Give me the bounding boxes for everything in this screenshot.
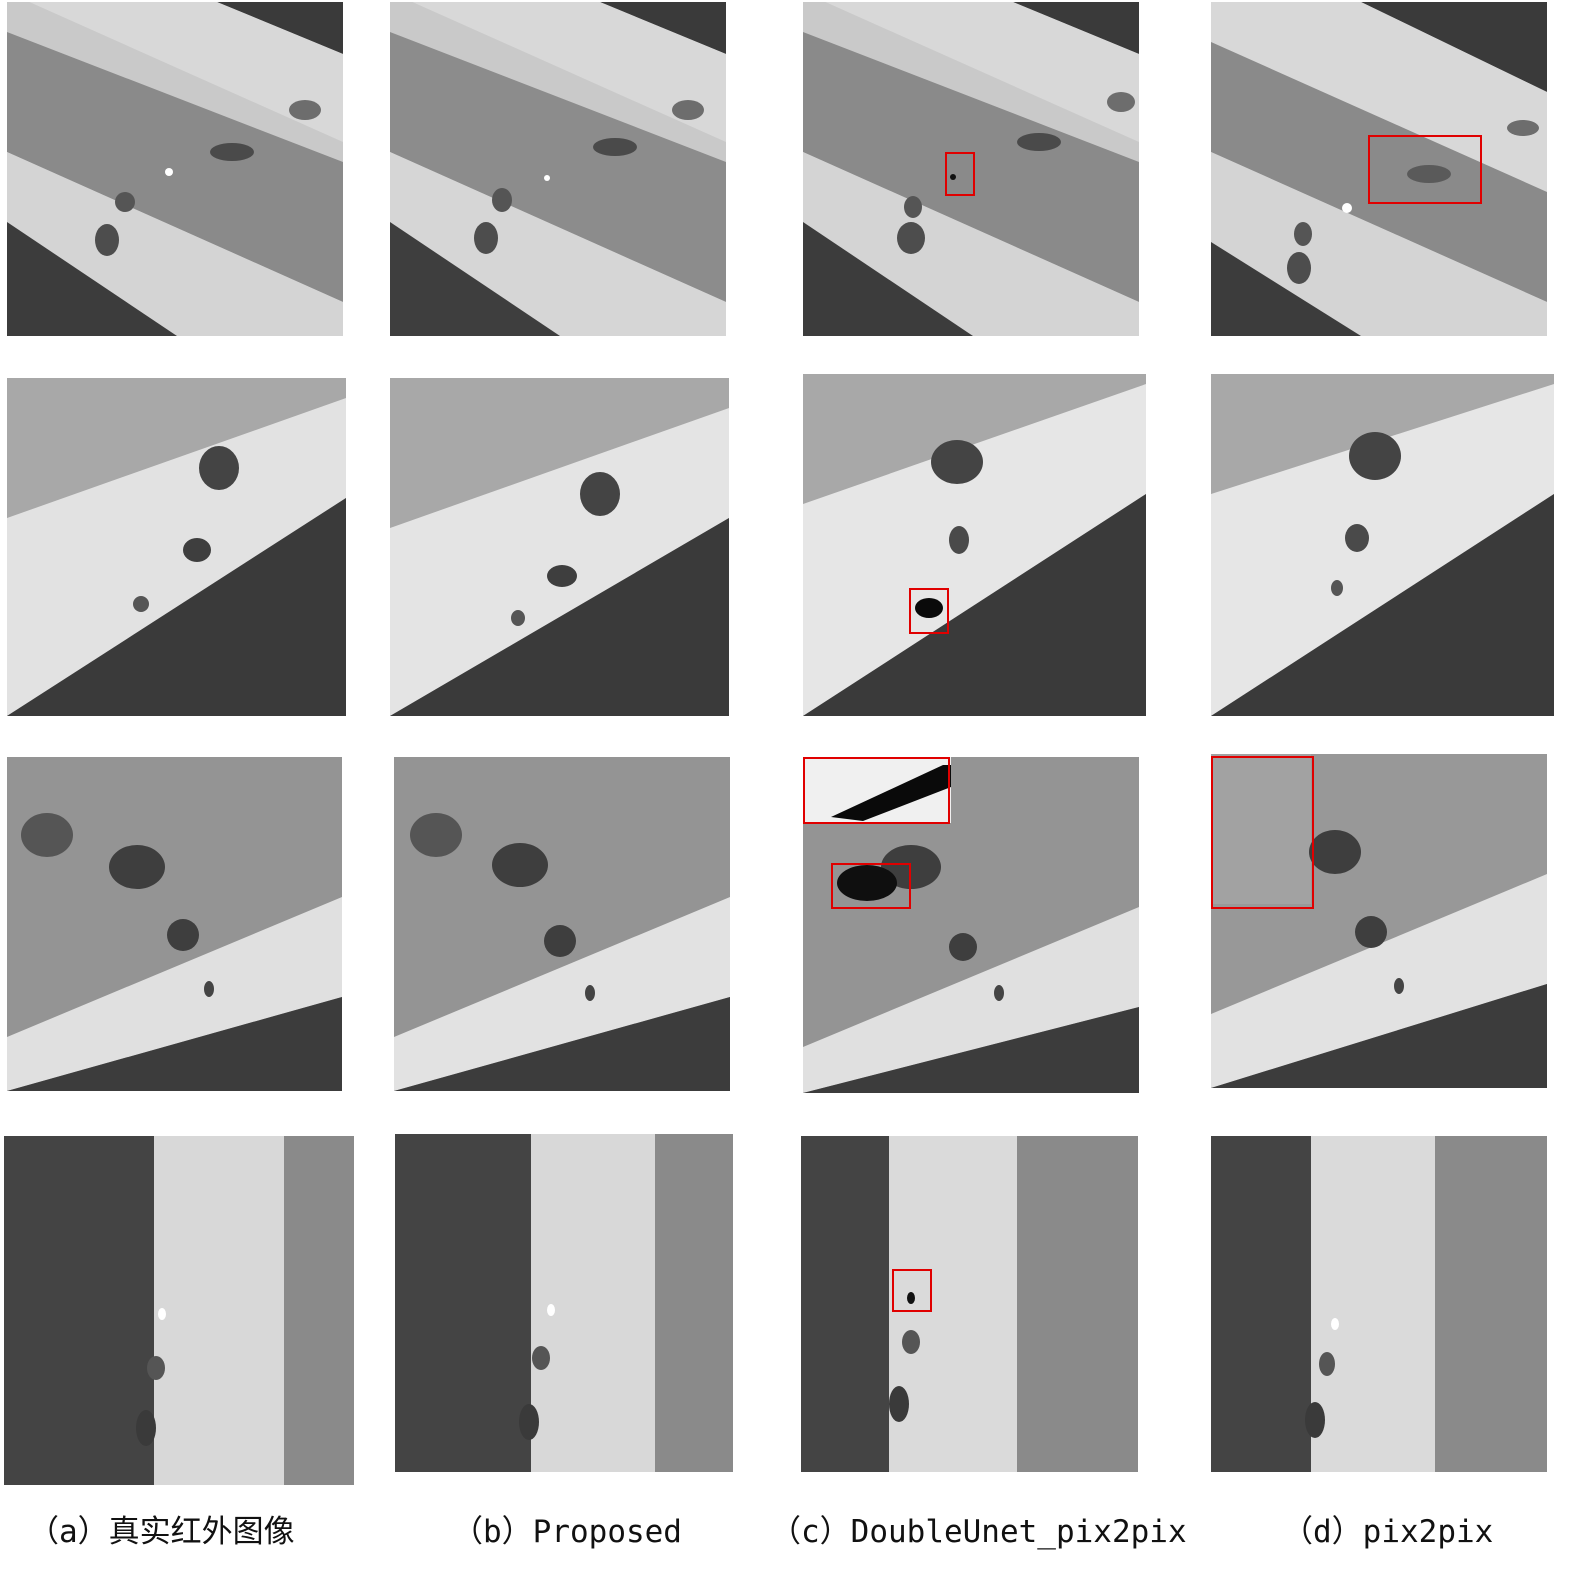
row3-doubleunet-image	[803, 757, 1139, 1093]
row3-pix2pix-image	[1211, 754, 1547, 1088]
row4-doubleunet-image	[801, 1136, 1138, 1472]
row1-doubleunet-image	[803, 2, 1139, 336]
caption-d: （d）pix2pix	[1282, 1514, 1494, 1550]
row4-ground-truth-image	[4, 1136, 354, 1485]
row4-pix2pix-image	[1211, 1136, 1547, 1472]
row2-proposed-image	[390, 378, 729, 716]
row1-pix2pix-image	[1211, 2, 1547, 336]
caption-a: （a）真实红外图像	[28, 1514, 295, 1550]
caption-b: （b）Proposed	[452, 1514, 682, 1550]
row4-proposed-image	[395, 1134, 733, 1472]
row1-proposed-image	[390, 2, 726, 336]
row3-ground-truth-image	[7, 757, 342, 1091]
caption-c: （c）DoubleUnet_pix2pix	[770, 1514, 1187, 1550]
row1-ground-truth-image	[7, 2, 343, 336]
row2-doubleunet-image	[803, 374, 1146, 716]
row2-ground-truth-image	[7, 378, 346, 716]
row3-proposed-image	[394, 757, 730, 1091]
row2-pix2pix-image	[1211, 374, 1554, 716]
